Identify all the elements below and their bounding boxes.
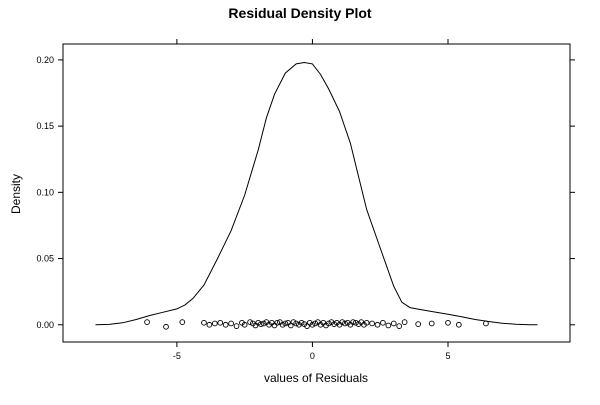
residual-point [325, 320, 332, 327]
residual-point [483, 320, 489, 327]
residual-point [163, 323, 169, 330]
residual-point [415, 321, 422, 327]
residual-point [428, 320, 435, 327]
residual-point [206, 321, 213, 328]
y-tick-label: 0.05 [36, 254, 54, 264]
residual-point [211, 320, 218, 327]
residual-point [258, 321, 264, 327]
residual-point [144, 319, 150, 325]
residual-point [287, 322, 294, 329]
chart-title: Residual Density Plot [228, 5, 371, 21]
y-tick-label: 0.20 [36, 55, 54, 65]
y-tick-label: 0.10 [36, 187, 54, 197]
residual-point [312, 320, 318, 327]
residual-point [369, 320, 375, 327]
residual-point [380, 319, 386, 326]
residual-point [255, 319, 262, 326]
residual-point [201, 319, 207, 326]
residual-point [298, 319, 305, 326]
density-curve [95, 61, 538, 326]
plot-frame [62, 43, 571, 343]
residual-point [282, 320, 289, 327]
residual-point [233, 323, 240, 329]
residual-point [222, 321, 229, 328]
residual-point [331, 321, 337, 327]
y-tick-label: 0.00 [36, 320, 54, 330]
residual-point [350, 319, 356, 325]
residual-point [260, 320, 267, 327]
residual-point [342, 320, 348, 327]
residual-point [274, 319, 281, 326]
residual-point [293, 320, 300, 327]
residual-point [401, 319, 408, 325]
x-tick-label: 5 [445, 351, 450, 361]
residual-point [179, 319, 186, 325]
residual-point [309, 321, 316, 328]
residual-point [290, 319, 297, 325]
residual-point [396, 323, 403, 329]
series-layer [95, 61, 538, 330]
residual-point [363, 319, 370, 326]
residual-point [228, 320, 234, 327]
residual-point [241, 321, 248, 328]
residual-point [385, 322, 392, 329]
residual-point [304, 323, 310, 329]
x-tick-label: 0 [310, 351, 315, 361]
residual-point [390, 320, 397, 327]
residual-point [217, 319, 224, 326]
residual-point [247, 319, 253, 325]
residual-point [279, 321, 286, 328]
residual-point [374, 321, 381, 328]
x-tick-label: -5 [173, 351, 181, 361]
residual-point [339, 319, 346, 325]
ticks-layer: -5 0 5 0.00 0.05 0.10 0.15 0.20 [36, 39, 575, 361]
x-axis-label: values of Residuals [264, 371, 368, 385]
residual-point [352, 319, 359, 326]
y-axis-label: Density [9, 174, 23, 214]
residual-point [445, 319, 451, 326]
y-tick-label: 0.15 [36, 121, 54, 131]
residual-point [455, 321, 462, 328]
